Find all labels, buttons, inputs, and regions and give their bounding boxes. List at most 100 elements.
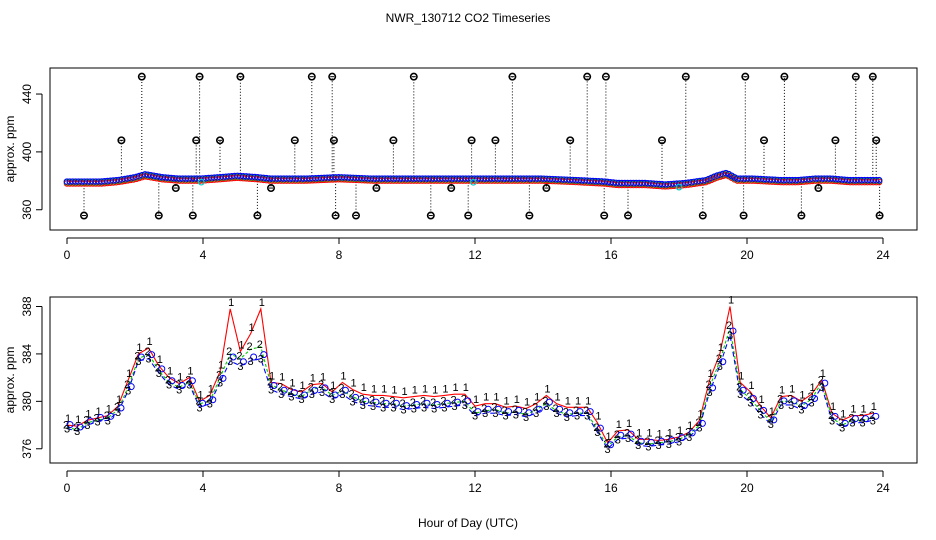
top-x-tick-label: 20 [740, 248, 754, 262]
bottom-series-2-marker: 2 [767, 414, 773, 426]
bottom-series-3-circle [260, 351, 268, 359]
bottom-series-3-circle [76, 423, 84, 431]
bottom-series-2-marker: 2 [155, 363, 161, 375]
bottom-series-1-marker: 1 [575, 395, 581, 407]
bottom-y-tick-label: 384 [20, 344, 34, 364]
bottom-series-1-marker: 1 [616, 419, 622, 431]
bottom-series-3-circle [97, 414, 105, 421]
bottom-series-2-marker: 2 [542, 396, 548, 408]
bottom-series-2-marker: 2 [420, 396, 426, 408]
top-y-tick-label: 360 [20, 199, 34, 219]
bottom-series-3-circle [780, 397, 788, 405]
bottom-series-1-marker: 1 [371, 383, 377, 395]
bottom-series-3-marker: 3 [503, 411, 509, 423]
bottom-series-3-marker: 3 [390, 402, 396, 414]
bottom-series-2-marker: 2 [124, 379, 130, 391]
bottom-series-3-marker: 3 [625, 433, 631, 445]
bottom-series-2-marker: 2 [145, 346, 151, 358]
top-outlier-point [328, 72, 337, 81]
bottom-series-3-circle [872, 412, 880, 420]
bottom-series-3-circle [474, 408, 482, 416]
top-outlier-point [657, 136, 666, 145]
bottom-series-3-marker: 3 [237, 361, 243, 373]
bottom-series-1-marker: 1 [340, 370, 346, 382]
top-outlier-point [117, 136, 126, 145]
bottom-series-3-marker: 3 [707, 387, 713, 399]
bottom-series-2-marker: 2 [665, 434, 671, 446]
bottom-series-1-marker: 1 [687, 420, 693, 432]
top-outlier-point [831, 136, 840, 145]
bottom-series-2-marker: 2 [400, 398, 406, 410]
top-outlier-point [851, 72, 860, 81]
bottom-series-1-marker: 1 [585, 395, 591, 407]
bottom-series-3-circle [586, 408, 594, 416]
bottom-series-3-marker: 3 [758, 409, 764, 421]
bottom-series-3-marker: 3 [186, 380, 192, 392]
bottom-series-2-marker: 2 [206, 393, 212, 405]
bottom-series-2-marker: 2 [73, 422, 79, 434]
bottom-series-1-marker: 1 [544, 383, 550, 395]
bottom-series-1-marker: 1 [708, 368, 714, 380]
bottom-series-2-marker: 2 [604, 438, 610, 450]
bottom-series-1-marker: 1 [504, 395, 510, 407]
bottom-series-3-circle [535, 405, 543, 413]
top-outlier-point [872, 136, 881, 145]
bottom-series-1-marker: 1 [259, 297, 265, 309]
bottom-series-1-marker: 1 [187, 366, 193, 378]
bottom-y-tick-label: 388 [20, 296, 34, 316]
bottom-series-2-marker: 2 [624, 428, 630, 440]
bottom-series-3-marker: 3 [74, 426, 80, 438]
bottom-series-3-circle [107, 412, 115, 420]
bottom-series-3-circle [596, 424, 604, 432]
top-x-tick-label: 4 [200, 248, 207, 262]
top-outlier-point [188, 211, 197, 220]
top-outlier-point [868, 72, 877, 81]
bottom-series-3-marker: 3 [462, 400, 468, 412]
bottom-series-2-marker: 2 [165, 374, 171, 386]
bottom-series-1-marker: 1 [167, 366, 173, 378]
bottom-series-2-marker: 2 [859, 412, 865, 424]
bottom-series-1-marker: 1 [748, 380, 754, 392]
bottom-series-2-marker: 2 [318, 379, 324, 391]
bottom-series-1-marker: 1 [177, 372, 183, 384]
bottom-series-3-circle [862, 415, 870, 423]
bottom-series-3-circle [647, 438, 655, 446]
bottom-series-3-marker: 3 [594, 427, 600, 439]
bottom-series-1-marker: 1 [157, 354, 163, 366]
bottom-y-axis-label: approx. ppm [3, 347, 17, 414]
bottom-series-1-marker: 1 [65, 413, 71, 425]
bottom-series-3-marker: 3 [309, 389, 315, 401]
bottom-series-1-marker: 1 [667, 427, 673, 439]
bottom-series-2-marker: 2 [757, 403, 763, 415]
bottom-series-3-marker: 3 [768, 419, 774, 431]
bottom-series-2-marker: 2 [216, 370, 222, 382]
top-outlier-point [447, 184, 456, 193]
bottom-series-3-circle [637, 437, 645, 445]
top-outlier-point [780, 72, 789, 81]
bottom-series-3-circle [117, 404, 125, 412]
bottom-series-1-marker: 1 [728, 294, 734, 306]
bottom-series-3-circle [658, 437, 666, 445]
bottom-series-3-marker: 3 [370, 401, 376, 413]
bottom-series-3-circle [545, 398, 553, 406]
bottom-series-3-marker: 3 [319, 387, 325, 399]
top-x-tick-label: 0 [64, 248, 71, 262]
top-outlier-point [372, 184, 381, 193]
bottom-series-1-marker: 1 [514, 394, 520, 406]
bottom-series-1-marker: 1 [463, 382, 469, 394]
bottom-series-3-marker: 3 [809, 398, 815, 410]
bottom-series-3-marker: 3 [860, 418, 866, 430]
bottom-series-3-marker: 3 [696, 422, 702, 434]
bottom-series-2-marker: 2 [338, 383, 344, 395]
bottom-series-3-circle [362, 397, 370, 405]
bottom-x-tick-label: 4 [200, 481, 207, 495]
bottom-series-3-marker: 3 [839, 422, 845, 434]
top-outlier-point [698, 211, 707, 220]
top-x-tick-label: 8 [336, 248, 343, 262]
bottom-series-3-circle [627, 430, 635, 438]
bottom-series-1-marker: 1 [106, 404, 112, 416]
bottom-series-3-circle [749, 395, 757, 403]
top-x-tick-label: 24 [876, 248, 890, 262]
